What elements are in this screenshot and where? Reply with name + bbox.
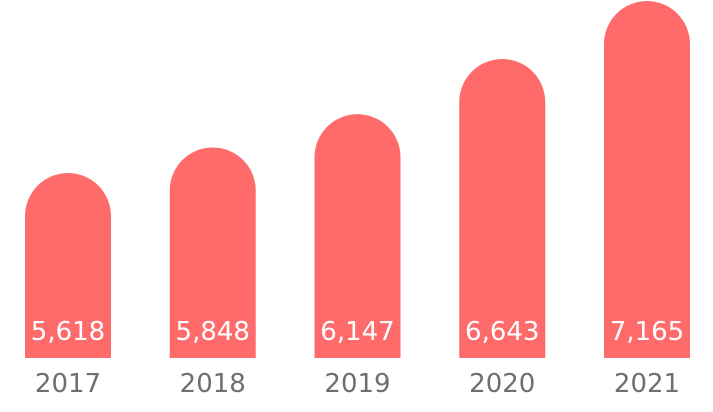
bar-2020 (459, 59, 546, 359)
x-tick-label-2018: 2018 (180, 369, 246, 399)
value-labels-layer: 5,618 5,848 6,147 6,643 7,165 (31, 317, 684, 347)
bar-value-label-2018: 5,848 (176, 317, 250, 347)
bar-2019 (314, 114, 401, 358)
x-tick-label-2019: 2019 (324, 369, 390, 399)
bars-layer (25, 1, 690, 359)
bar-2018 (169, 147, 256, 358)
bar-2017 (25, 173, 111, 358)
bar-value-label-2020: 6,643 (465, 317, 539, 347)
x-tick-label-2021: 2021 (614, 369, 680, 399)
bar-value-label-2017: 5,618 (31, 317, 105, 347)
x-tick-label-2017: 2017 (35, 369, 101, 399)
bar-value-label-2019: 6,147 (320, 317, 394, 347)
x-tick-label-2020: 2020 (469, 369, 535, 399)
bar-value-label-2021: 7,165 (610, 317, 684, 347)
bar-2021 (604, 1, 690, 359)
x-axis-tick-labels: 2017 2018 2019 2020 2021 (35, 369, 680, 399)
